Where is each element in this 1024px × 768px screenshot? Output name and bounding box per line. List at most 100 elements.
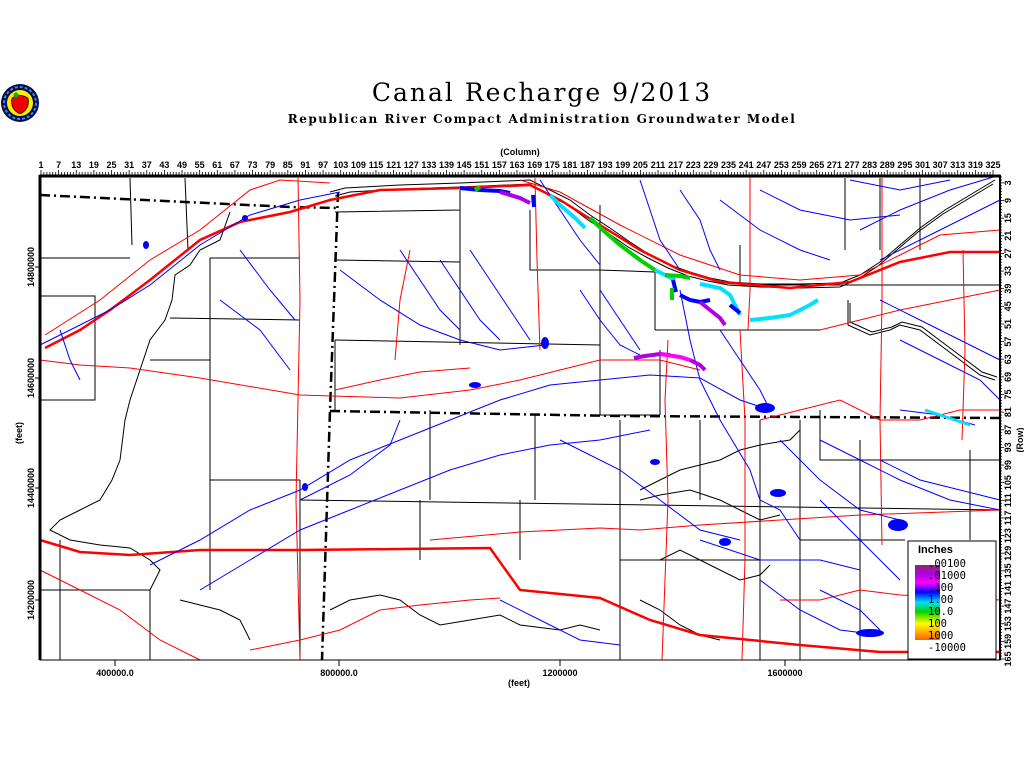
row-tick-label: 33 [1003,266,1013,276]
column-tick-label: 253 [774,160,789,170]
column-tick-label: 169 [527,160,542,170]
column-tick-label: 205 [633,160,648,170]
column-tick-label: 151 [474,160,489,170]
irrigation-district-boundaries [49,179,998,641]
y-feet-tick: 14600000 [26,358,36,398]
column-tick-label: 49 [177,160,187,170]
row-tick-label: 69 [1003,372,1013,382]
column-tick-label: 259 [792,160,807,170]
legend-label: .00100 [928,558,966,570]
column-tick-label: 55 [195,160,205,170]
column-tick-label: 289 [880,160,895,170]
legend-label: .01000 [928,570,966,582]
map-frame [38,174,1001,661]
row-tick-label: 45 [1003,301,1013,311]
legend-label: -10000 [928,642,966,654]
column-tick-label: 67 [230,160,240,170]
column-tick-label: 37 [142,160,152,170]
row-tick-label: 57 [1003,337,1013,347]
x-feet-axis-label: (feet) [508,678,530,688]
column-tick-label: 85 [283,160,293,170]
column-tick-label: 133 [421,160,436,170]
y-feet-tick: 14200000 [26,580,36,620]
column-tick-label: 13 [71,160,81,170]
row-tick-label: 87 [1003,425,1013,435]
column-tick-label: 319 [968,160,983,170]
row-tick-label: 99 [1003,460,1013,470]
column-tick-label: 211 [651,160,666,170]
legend-label: 1000 [928,630,954,642]
row-axis-label: (Row) [1015,428,1024,453]
column-tick-label: 199 [615,160,630,170]
legend-title: Inches [918,544,953,556]
column-tick-label: 181 [562,160,577,170]
row-tick-label: 111 [1003,493,1013,507]
column-tick-label: 127 [404,160,419,170]
legend-label: 10.0 [928,606,954,618]
row-tick-label: 165 [1003,651,1013,666]
row-tick-label: 21 [1003,231,1013,241]
row-tick-label: 117 [1003,511,1013,526]
row-tick-label: 159 [1003,634,1013,649]
row-tick-label: 39 [1003,284,1013,294]
map-subtitle: Republican River Compact Administration … [287,112,797,126]
column-tick-label: 7 [56,160,61,170]
column-tick-label: 241 [739,160,754,170]
column-tick-label: 145 [457,160,472,170]
column-tick-label: 103 [333,160,348,170]
row-tick-label: 123 [1003,528,1013,543]
county-boundaries [40,177,1001,660]
reservoirs [143,215,908,637]
x-feet-tick: 1200000 [542,668,577,678]
column-tick-label: 223 [686,160,701,170]
row-tick-label: 75 [1003,389,1013,399]
row-tick-label: 153 [1003,616,1013,631]
column-tick-label: 187 [580,160,595,170]
row-tick-label: 129 [1003,546,1013,561]
row-tick-label: 9 [1003,198,1013,203]
row-tick-label: 27 [1003,248,1013,258]
canal-recharge-cells [459,185,971,427]
row-tick-label: 63 [1003,354,1013,364]
column-tick-label: 217 [668,160,683,170]
column-tick-label: 79 [265,160,275,170]
column-tick-label: 313 [950,160,965,170]
column-tick-label: 229 [703,160,718,170]
x-feet-tick: 400000.0 [96,668,134,678]
x-feet-tick: 800000.0 [320,668,358,678]
column-axis-label: (Column) [500,147,540,157]
apple-seal-logo [1,84,39,122]
column-tick-label: 301 [915,160,930,170]
x-feet-tick: 1600000 [767,668,802,678]
column-tick-label: 283 [862,160,877,170]
y-feet-axis-label: (feet) [14,422,24,444]
row-tick-label: 15 [1003,213,1013,223]
row-tick-label: 51 [1003,319,1013,329]
column-tick-label: 91 [300,160,310,170]
column-tick-label: 295 [897,160,912,170]
legend [907,540,997,660]
streams [39,174,1001,646]
map-title: Canal Recharge 9/2013 [371,78,713,107]
column-tick-label: 193 [598,160,613,170]
row-tick-label: 147 [1003,599,1013,614]
column-tick-label: 175 [545,160,560,170]
row-ticks: 3915212733394551576369758187939910511111… [1000,176,1013,667]
column-tick-label: 265 [809,160,824,170]
y-feet-tick: 14400000 [26,468,36,508]
column-tick-label: 31 [124,160,134,170]
column-tick-label: 19 [89,160,99,170]
row-tick-label: 93 [1003,442,1013,452]
column-tick-label: 307 [933,160,948,170]
column-tick-label: 115 [369,160,384,170]
column-tick-label: 61 [212,160,222,170]
row-tick-label: 141 [1003,581,1013,596]
column-tick-label: 277 [844,160,859,170]
legend-label: 1.00 [928,594,954,606]
state-boundaries [39,191,1001,661]
column-tick-label: 109 [351,160,366,170]
column-tick-label: 157 [492,160,507,170]
column-tick-label: 1 [38,160,43,170]
row-tick-label: 81 [1003,407,1013,417]
